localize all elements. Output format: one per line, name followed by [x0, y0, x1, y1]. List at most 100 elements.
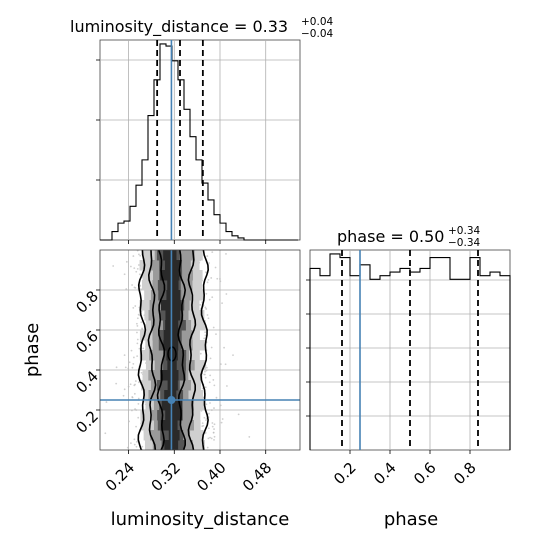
scatter-point [224, 363, 227, 366]
scatter-point [199, 352, 202, 355]
scatter-point [215, 333, 217, 336]
scatter-point [207, 278, 210, 281]
scatter-point [112, 265, 115, 267]
scatter-point [138, 253, 140, 256]
x-tick-label: 0.6 [410, 459, 440, 489]
scatter-point [205, 419, 207, 422]
panel-frame [99, 39, 301, 241]
density-cell [166, 290, 181, 301]
title-ld-plus: +0.04 [301, 16, 333, 28]
scatter-point [129, 442, 132, 445]
x-tick-label: 0.2 [330, 459, 360, 489]
title-luminosity-distance: luminosity_distance = 0.33 [70, 17, 288, 37]
density-cell [160, 270, 180, 281]
scatter-point [219, 280, 222, 283]
scatter-point [129, 265, 132, 268]
scatter-point [205, 308, 208, 310]
scatter-point [201, 422, 204, 425]
scatter-point [204, 386, 207, 389]
scatter-point [208, 298, 211, 301]
density-cell [168, 430, 180, 441]
scatter-point [206, 314, 209, 316]
scatter-point [127, 385, 130, 388]
scatter-point [133, 384, 136, 387]
title-phase-minus: −0.34 [448, 237, 480, 249]
scatter-point [138, 273, 141, 276]
scatter-point [203, 416, 206, 419]
scatter-point [138, 381, 140, 384]
scatter-point [136, 317, 139, 320]
scatter-point [123, 273, 126, 276]
scatter-point [211, 422, 214, 424]
scatter-point [206, 446, 209, 449]
scatter-point [199, 304, 202, 306]
scatter-point [131, 366, 134, 369]
scatter-point [143, 400, 146, 403]
scatter-point [210, 409, 213, 412]
title-phase-plus: +0.34 [448, 225, 480, 237]
scatter-point [211, 296, 214, 299]
scatter-point [131, 409, 133, 412]
scatter-point [208, 262, 210, 264]
x-tick-label: 0.4 [370, 459, 400, 489]
scatter-point [123, 388, 126, 391]
scatter-point [129, 383, 132, 386]
scatter-point [134, 380, 137, 382]
scatter-point [134, 305, 137, 307]
contour-line [200, 250, 210, 450]
scatter-point [132, 306, 135, 309]
x-axis-label-luminosity-distance: luminosity_distance [111, 509, 290, 530]
x-tick-label: 0.40 [193, 459, 229, 495]
scatter-point [134, 408, 136, 410]
scatter-point [133, 392, 136, 395]
contour-line [187, 250, 197, 450]
scatter-point [204, 373, 206, 376]
scatter-point [135, 270, 138, 273]
scatter-point [127, 367, 130, 370]
scatter-point [132, 255, 135, 257]
scatter-point [213, 435, 216, 438]
scatter-point [213, 423, 216, 426]
density-cell [164, 260, 181, 271]
histogram-steps [309, 253, 511, 450]
scatter-point [213, 407, 215, 409]
truth-marker [167, 396, 176, 404]
density-cell [160, 370, 179, 381]
scatter-point [136, 331, 138, 334]
y-tick-label: 0.6 [72, 327, 102, 357]
scatter-point [205, 366, 208, 369]
scatter-point [213, 438, 215, 441]
scatter-point [204, 432, 207, 434]
scatter-point [135, 322, 138, 325]
scatter-point [209, 436, 211, 439]
scatter-point [104, 432, 107, 435]
scatter-point [203, 337, 206, 340]
scatter-point [136, 325, 139, 327]
scatter-point [115, 382, 118, 385]
contour-line [147, 250, 157, 450]
scatter-point [221, 418, 224, 420]
scatter-point [136, 342, 139, 345]
y-axis-label-phase: phase [22, 323, 43, 377]
title-ld-label: luminosity_distance [70, 17, 229, 37]
scatter-point [137, 397, 140, 400]
panel-frame [99, 249, 301, 451]
title-ld-minus: −0.04 [301, 28, 333, 40]
scatter-point [136, 355, 139, 358]
title-phase-value: 0.50 [409, 227, 445, 246]
contour-line [137, 250, 147, 450]
scatter-point [232, 354, 234, 357]
scatter-point [211, 251, 214, 254]
scatter-point [123, 354, 126, 356]
density-content [100, 250, 300, 450]
scatter-point [210, 437, 213, 440]
density-panel: 0.24 0.32 0.40 0.48 0.2 0.4 0.6 0.8 [72, 249, 301, 495]
scatter-point [204, 334, 207, 337]
scatter-point [237, 413, 240, 416]
scatter-point [122, 394, 125, 397]
scatter-point [136, 440, 138, 443]
y-tick-label: 0.8 [72, 287, 102, 317]
luminosity-distance-histogram-panel [96, 39, 301, 244]
scatter-point [133, 443, 136, 446]
scatter-point [124, 366, 127, 369]
